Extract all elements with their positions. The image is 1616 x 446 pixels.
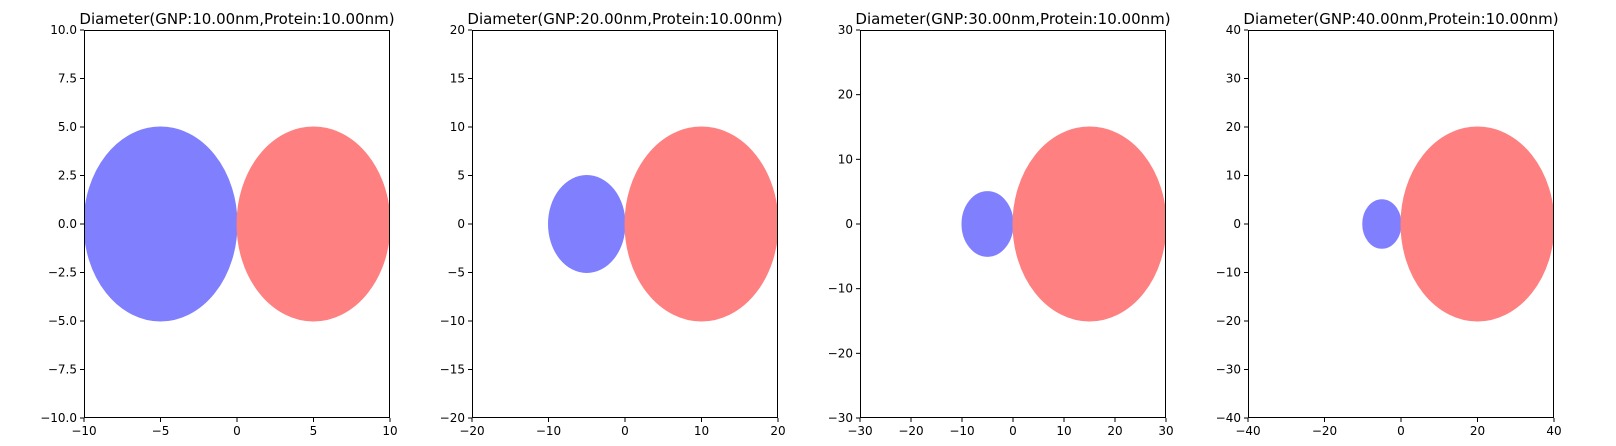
protein-circle (961, 191, 1014, 257)
x-tick-label: −5 (152, 424, 170, 438)
y-tick-label: 15 (450, 72, 465, 86)
y-tick-label: −40 (1216, 411, 1241, 425)
y-tick-label: 0 (845, 217, 853, 231)
x-tick-label: 0 (233, 424, 241, 438)
gnp-circle (84, 126, 238, 322)
y-tick-label: −20 (440, 411, 465, 425)
chart-panel-2: Diameter(GNP:20.00nm,Protein:10.00nm) −20… (440, 10, 786, 438)
x-tick-label: 10 (1056, 424, 1071, 438)
y-tick-label: 10 (450, 120, 465, 134)
x-tick-label: 0 (1397, 424, 1405, 438)
chart-title: Diameter(GNP:20.00nm,Protein:10.00nm) (467, 10, 782, 28)
protein-circle (236, 126, 390, 322)
y-tick-label: 2.5 (58, 169, 77, 183)
y-tick-label: 40 (1226, 23, 1241, 37)
y-tick-label: 20 (1226, 120, 1241, 134)
x-tick-label: 10 (382, 424, 397, 438)
y-tick-label: −30 (1216, 363, 1241, 377)
y-tick-label: 7.5 (58, 72, 77, 86)
y-tick-label: 20 (450, 23, 465, 37)
y-tick-label: −10 (440, 314, 465, 328)
y-tick-label: 5.0 (58, 120, 77, 134)
y-tick-label: 5 (457, 169, 465, 183)
x-tick-label: 0 (1009, 424, 1017, 438)
protein-circle (1362, 199, 1402, 249)
chart-title: Diameter(GNP:40.00nm,Protein:10.00nm) (1243, 10, 1558, 28)
y-tick-label: −10 (1216, 266, 1241, 280)
x-tick-label: 10 (694, 424, 709, 438)
y-tick-label: −15 (440, 363, 465, 377)
x-tick-label: 5 (310, 424, 318, 438)
chart-panel-4: Diameter(GNP:40.00nm,Protein:10.00nm) −40… (1216, 10, 1562, 438)
y-tick-label: 0.0 (58, 217, 77, 231)
chart-panel-3: Diameter(GNP:30.00nm,Protein:10.00nm) −30… (828, 10, 1174, 438)
y-tick-label: 20 (838, 88, 853, 102)
y-tick-label: −5 (447, 266, 465, 280)
x-tick-label: 30 (1158, 424, 1173, 438)
chart-title: Diameter(GNP:30.00nm,Protein:10.00nm) (855, 10, 1170, 28)
y-tick-label: 0 (457, 217, 465, 231)
plot-frame (860, 30, 1166, 418)
y-tick-label: −20 (828, 346, 853, 360)
x-tick-label: 20 (1470, 424, 1485, 438)
y-tick-label: −2.5 (48, 266, 77, 280)
y-tick-label: −30 (828, 411, 853, 425)
x-tick-label: −10 (949, 424, 974, 438)
x-tick-label: 0 (621, 424, 629, 438)
x-tick-label: −30 (847, 424, 872, 438)
gnp-circle (624, 126, 778, 322)
y-tick-label: 0 (1233, 217, 1241, 231)
x-tick-label: −10 (71, 424, 96, 438)
chart-title: Diameter(GNP:10.00nm,Protein:10.00nm) (79, 10, 394, 28)
gnp-circle (1400, 126, 1554, 322)
x-tick-label: −20 (898, 424, 923, 438)
y-tick-label: −10.0 (40, 411, 77, 425)
gnp-circle (1012, 126, 1166, 322)
plot-frame (84, 30, 390, 418)
x-tick-label: 20 (770, 424, 785, 438)
chart-panel-1: Diameter(GNP:10.00nm,Protein:10.00nm) −10… (40, 10, 397, 438)
x-tick-label: −20 (1312, 424, 1337, 438)
y-tick-label: 30 (838, 23, 853, 37)
x-tick-label: −10 (536, 424, 561, 438)
x-tick-label: 20 (1107, 424, 1122, 438)
x-tick-label: −40 (1235, 424, 1260, 438)
plot-frame (1248, 30, 1554, 418)
y-tick-label: −20 (1216, 314, 1241, 328)
x-tick-label: −20 (459, 424, 484, 438)
y-tick-label: −5.0 (48, 314, 77, 328)
y-tick-label: 10 (1226, 169, 1241, 183)
x-tick-label: 40 (1546, 424, 1561, 438)
y-tick-label: 30 (1226, 72, 1241, 86)
plot-frame (472, 30, 778, 418)
protein-circle (548, 175, 626, 273)
y-tick-label: 10 (838, 152, 853, 166)
y-tick-label: −10 (828, 282, 853, 296)
y-tick-label: −7.5 (48, 363, 77, 377)
y-tick-label: 10.0 (50, 23, 77, 37)
